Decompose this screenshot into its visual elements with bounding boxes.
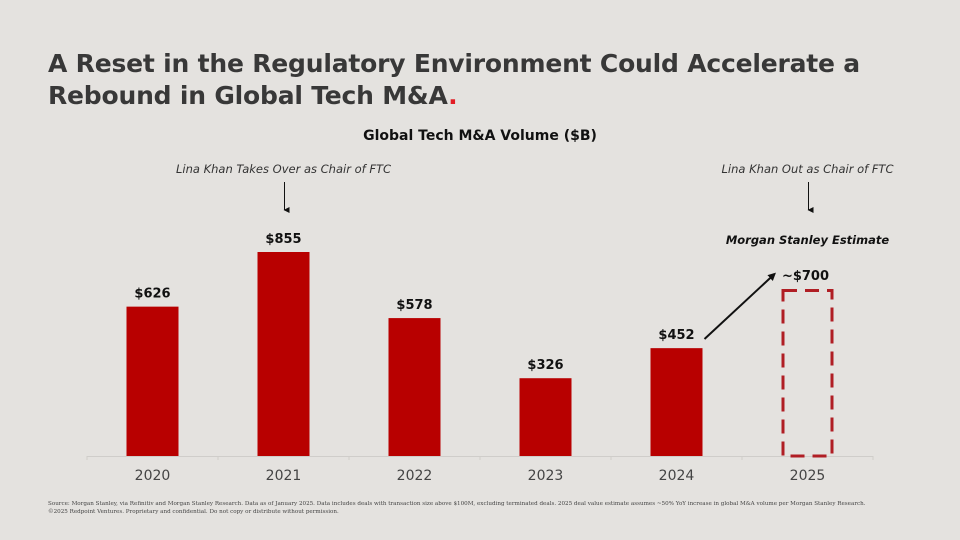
data-label-2025: ~$700 — [782, 269, 829, 284]
x-tick-label-2020: 2020 — [135, 468, 171, 484]
annotation-text-2025: Lina Khan Out as Chair of FTC — [722, 162, 894, 176]
source-note: Source: Morgan Stanley, via Refinitiv an… — [48, 501, 866, 507]
x-tick-label-2024: 2024 — [659, 468, 695, 484]
x-tick-label-2021: 2021 — [266, 468, 302, 484]
title-accent-dot: . — [448, 81, 458, 110]
bar-2023 — [519, 378, 572, 456]
chart-title: Global Tech M&A Volume ($B) — [363, 128, 597, 144]
bar-2024 — [650, 348, 703, 456]
annotation-text-2021: Lina Khan Takes Over as Chair of FTC — [176, 162, 391, 176]
estimate-annotation: Morgan Stanley Estimate — [726, 233, 890, 247]
data-label-2020: $626 — [134, 287, 170, 302]
data-label-2021: $855 — [265, 232, 301, 247]
copyright-note: ©2025 Redpoint Ventures. Proprietary and… — [48, 509, 339, 515]
x-tick-label-2022: 2022 — [397, 468, 433, 484]
bar-2020 — [126, 306, 179, 456]
data-label-2024: $452 — [658, 328, 694, 343]
x-tick-label-2023: 2023 — [528, 468, 564, 484]
bar-2022 — [388, 318, 441, 456]
x-tick-label-2025: 2025 — [790, 468, 826, 484]
data-label-2022: $578 — [396, 298, 432, 313]
slide-title: A Reset in the Regulatory Environment Co… — [48, 48, 928, 112]
slide-title-text: A Reset in the Regulatory Environment Co… — [48, 49, 860, 110]
footnote: Source: Morgan Stanley, via Refinitiv an… — [48, 500, 928, 516]
growth-arrow-icon — [703, 272, 776, 340]
bar-2021 — [257, 252, 310, 456]
estimate-bar-2025 — [781, 288, 834, 458]
data-label-2023: $326 — [527, 358, 563, 373]
